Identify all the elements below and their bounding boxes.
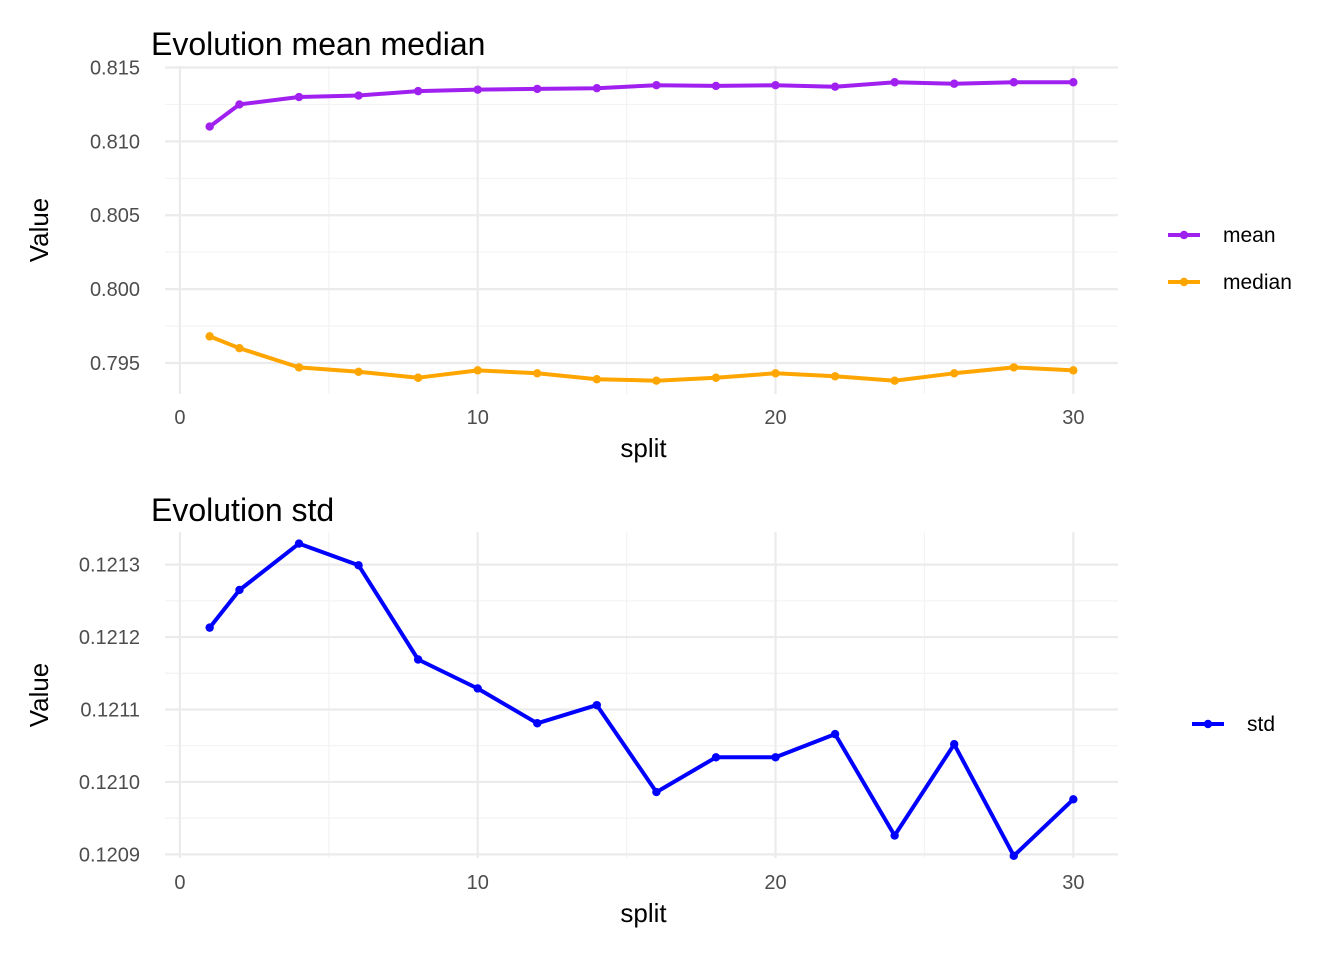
data-point-median	[1069, 366, 1078, 375]
data-point-mean	[890, 78, 899, 87]
data-point-std	[533, 719, 542, 728]
legend-key-point-median	[1179, 277, 1189, 287]
y-tick-label: 0.1212	[79, 627, 140, 649]
chart-panel-2: 0 10 20 30 0.1209 0.1210 0.1211 0.1212 0.1213 Evo…	[24, 492, 1275, 928]
data-point-median	[354, 367, 363, 377]
series-line-std	[207, 541, 1076, 858]
y-tick-label: 0.1213	[79, 555, 140, 577]
chart-title: Evolution std	[151, 492, 334, 528]
y-tick-label: 0.1211	[80, 699, 140, 721]
data-point-mean	[711, 81, 721, 91]
legend-label-std: std	[1247, 713, 1275, 736]
x-tick-label: 10	[467, 407, 489, 429]
data-point-mean	[473, 85, 482, 94]
x-tick-label: 0	[174, 872, 185, 894]
data-point-median	[294, 363, 304, 372]
x-tick-label: 10	[467, 872, 489, 894]
x-tick-label: 20	[764, 872, 786, 894]
data-point-median	[711, 373, 721, 382]
series-line-median	[207, 334, 1076, 383]
data-point-median	[533, 369, 542, 378]
x-axis-title: split	[620, 898, 667, 928]
data-point-std	[205, 623, 214, 632]
data-point-std	[830, 729, 840, 739]
data-point-std	[413, 655, 423, 664]
legend-label-median: median	[1223, 271, 1292, 294]
data-point-median	[413, 373, 423, 382]
data-point-median	[771, 369, 780, 378]
data-point-std	[890, 831, 899, 840]
data-point-median	[890, 376, 899, 385]
legend-key-point-std	[1203, 719, 1213, 729]
x-tick-label: 30	[1062, 407, 1084, 429]
data-point-median	[592, 375, 602, 384]
x-tick-label: 0	[174, 407, 185, 429]
data-point-std	[473, 684, 482, 693]
legend-key-point-mean	[1179, 230, 1189, 240]
legend-label-mean: mean	[1223, 224, 1276, 247]
y-tick-label: 0.1210	[79, 772, 140, 794]
data-point-std	[1009, 851, 1018, 861]
data-point-median	[1009, 363, 1018, 372]
data-point-median	[473, 366, 482, 375]
data-point-std	[592, 700, 602, 710]
y-tick-label: 0.1209	[79, 844, 140, 866]
y-tick-label: 0.800	[90, 279, 140, 301]
data-point-mean	[413, 86, 423, 96]
chart-panel-1: 0 10 20 30 0.795 0.800 0.805 0.810 0.815 Evolutio…	[24, 26, 1292, 463]
data-point-std	[652, 787, 661, 797]
data-point-median	[830, 372, 840, 381]
data-point-mean	[354, 91, 363, 100]
data-point-mean	[533, 84, 542, 94]
data-point-mean	[652, 81, 661, 90]
data-point-mean	[592, 83, 602, 93]
y-tick-label: 0.815	[90, 57, 140, 79]
data-point-std	[711, 753, 721, 762]
data-point-std	[950, 740, 959, 749]
data-point-mean	[950, 79, 959, 88]
data-point-std	[771, 753, 780, 762]
data-point-std	[354, 561, 363, 570]
series-line-mean	[207, 80, 1076, 129]
x-tick-label: 20	[764, 407, 786, 429]
data-point-mean	[1009, 78, 1018, 87]
y-tick-label: 0.805	[90, 205, 140, 227]
data-point-median	[652, 376, 661, 385]
data-point-mean	[1069, 78, 1078, 87]
y-tick-label: 0.795	[90, 353, 140, 375]
data-point-mean	[830, 82, 840, 91]
data-point-mean	[771, 81, 780, 90]
data-point-std	[235, 585, 244, 595]
y-axis-title: Value	[24, 663, 54, 728]
data-point-mean	[294, 92, 304, 102]
data-point-median	[205, 332, 214, 341]
chart-title: Evolution mean median	[151, 26, 485, 62]
data-point-median	[235, 343, 244, 353]
data-point-mean	[205, 122, 214, 131]
y-tick-label: 0.810	[90, 131, 140, 153]
x-axis-title: split	[620, 433, 667, 463]
data-point-mean	[235, 100, 244, 109]
data-point-median	[950, 369, 959, 378]
y-axis-title: Value	[24, 198, 54, 263]
data-point-std	[1069, 795, 1078, 804]
data-point-std	[294, 539, 304, 548]
x-tick-label: 30	[1062, 872, 1084, 894]
